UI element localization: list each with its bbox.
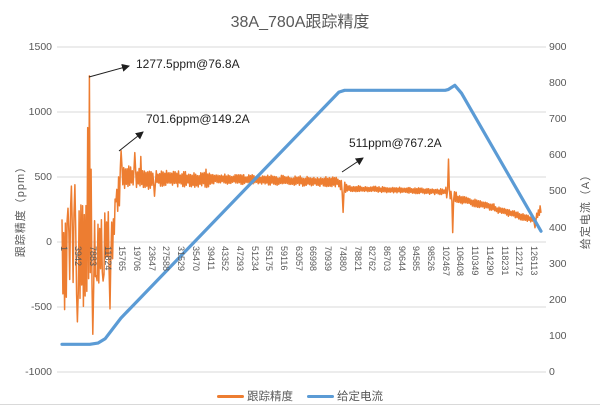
x-axis-tick-label: 82762 (367, 246, 378, 272)
x-axis-tick-label: 11824 (102, 246, 113, 271)
x-axis-tick-label: 39411 (205, 246, 216, 271)
x-axis-tick-label: 27588 (161, 246, 172, 272)
left-axis-title: 跟踪精度（ppm） (15, 160, 27, 258)
tracking-accuracy-series (61, 75, 542, 336)
x-axis-tick-label: 1 (58, 246, 69, 252)
annotation-label: 701.6ppm@149.2A (146, 112, 250, 126)
gridlines (57, 46, 546, 373)
right-axis-tick-label: 800 (549, 77, 567, 90)
chart-title: 38A_780A跟踪精度 (230, 14, 370, 31)
x-axis-tick-label: 15765 (117, 246, 128, 272)
x-axis-tick-label: 43352 (220, 246, 231, 272)
x-axis-tick-label: 74880 (337, 246, 348, 272)
right-axis-title: 给定电流（A） (580, 168, 592, 250)
x-axis-tick-label: 118231 (499, 246, 510, 276)
x-axis-tick-label: 55175 (264, 246, 275, 272)
x-axis-tick-label: 19706 (132, 246, 142, 272)
x-axis-tick-label: 86703 (381, 246, 392, 272)
x-axis-tick-label: 126113 (528, 246, 539, 276)
right-axis-tick-label: 400 (549, 221, 567, 234)
legend-item: 给定电流 (307, 388, 383, 404)
annotation-arrow (88, 63, 130, 78)
right-axis-tick-label: 100 (549, 329, 567, 342)
x-axis-tick-label: 66998 (308, 246, 319, 272)
x-axis-tick-label: 90644 (396, 246, 407, 272)
legend-item: 跟踪精度 (217, 388, 293, 404)
x-axis-tick-label: 102467 (440, 246, 451, 277)
x-axis-tick-label: 31529 (176, 246, 187, 272)
x-axis-tick-label: 98526 (426, 246, 436, 272)
x-axis-tick-label: 114290 (484, 246, 495, 276)
legend-line-swatch (307, 394, 334, 398)
right-axis-tick-label: 200 (549, 293, 567, 306)
x-axis-tick-label: 7883 (87, 246, 98, 267)
annotation-label: 1277.5ppm@76.8A (136, 57, 240, 71)
setpoint-current-series (60, 83, 543, 346)
x-axis-tick-label: 51234 (249, 246, 260, 272)
x-axis-tick-label: 35470 (190, 246, 201, 272)
x-axis-tick-label: 94585 (411, 246, 422, 272)
legend-line-swatch (217, 394, 244, 398)
left-axis-tick-label: -500 (30, 301, 52, 313)
right-axis-tick-label: 500 (549, 185, 567, 198)
x-axis-tick-label: 70939 (323, 246, 334, 272)
right-axis-tick-label: 0 (549, 366, 555, 378)
annotation-arrow (118, 131, 144, 152)
annotation-label: 511ppm@767.2A (349, 136, 442, 150)
legend-label: 跟踪精度 (247, 391, 293, 403)
left-axis-tick-label: 1000 (28, 106, 52, 118)
x-axis-tick-label: 23647 (146, 246, 157, 272)
x-axis-tick-label: 110349 (470, 246, 481, 276)
x-axis-tick-label: 106408 (455, 246, 466, 277)
x-axis-tick-label: 78821 (352, 246, 363, 272)
right-axis-tick-label: 900 (549, 41, 567, 53)
left-axis-tick-label: -1000 (25, 366, 52, 378)
annotation-arrow (341, 157, 364, 173)
x-axis-tick-label: 47293 (234, 246, 245, 272)
right-axis-tick-label: 600 (549, 149, 567, 162)
left-axis-tick-label: 500 (34, 171, 52, 183)
x-axis-tick-label: 3942 (73, 246, 84, 267)
x-axis-tick-label: 63057 (293, 246, 304, 272)
left-axis-tick-label: 0 (46, 236, 52, 248)
annotation-arrows (88, 63, 364, 173)
bottom-border (0, 404, 600, 405)
legend: 跟踪精度 给定电流 (0, 388, 600, 404)
x-axis-tick-label: 59116 (279, 246, 289, 271)
x-axis-tick-label: 122172 (514, 246, 525, 277)
right-axis-tick-label: 700 (549, 113, 567, 126)
right-axis-tick-label: 300 (549, 257, 567, 270)
legend-label: 给定电流 (337, 391, 383, 403)
left-axis-tick-label: 1500 (28, 41, 52, 53)
